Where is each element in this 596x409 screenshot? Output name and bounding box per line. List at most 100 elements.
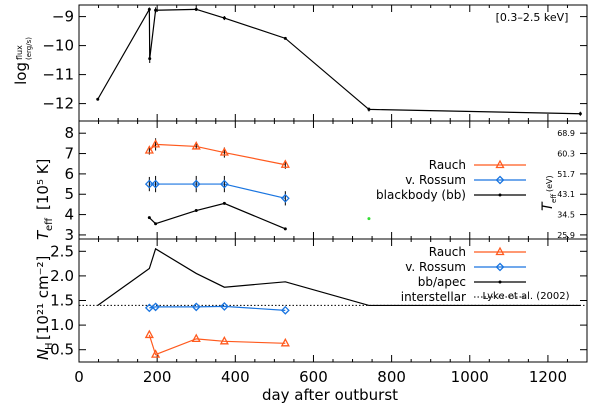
series-1 [144, 301, 290, 315]
series-line [148, 143, 286, 166]
data-point [219, 179, 229, 189]
series-line [149, 305, 286, 311]
y-tick-label: 6 [64, 165, 74, 183]
lyke-reference-label: Lyke et al. (2002) [482, 291, 569, 302]
data-point [222, 16, 226, 20]
data-point [219, 301, 229, 311]
y-tick-label: 8 [64, 124, 74, 142]
data-point [147, 216, 151, 220]
y-tick-label: 7 [64, 145, 74, 163]
data-point [194, 209, 198, 213]
data-point [154, 8, 158, 12]
teff-right-label: T eff (eV) [540, 175, 558, 211]
x-tick-label: 400 [221, 368, 250, 386]
series-3 [367, 217, 371, 221]
legend-marker [495, 175, 505, 185]
x-axis-label: day after outburst [262, 386, 398, 404]
series-0 [144, 138, 290, 169]
flux-ylabel-sub: flux [15, 45, 24, 60]
right-tick-label: 43.1 [557, 190, 575, 199]
data-point [280, 305, 290, 315]
data-point [219, 335, 229, 345]
series-1 [144, 175, 290, 206]
data-point [151, 302, 161, 312]
y-tick-label: −12 [42, 95, 74, 113]
teff-right-label-unit: (eV) [545, 175, 554, 192]
series-0 [144, 329, 290, 358]
right-tick-label: 25.9 [557, 231, 575, 240]
legend-label: blackbody (bb) [376, 188, 466, 202]
series-2 [97, 247, 581, 307]
series-line [97, 247, 581, 307]
data-point [280, 337, 290, 347]
y-tick-label: −9 [52, 8, 74, 26]
data-point [154, 222, 158, 226]
energy-band-annotation: [0.3–2.5 keV] [496, 11, 569, 24]
legend-marker [495, 262, 505, 272]
legend-marker [495, 159, 505, 169]
data-point [283, 227, 287, 231]
y-tick-label: 5 [64, 185, 74, 203]
y-tick-label: 1.5 [50, 292, 74, 310]
data-point [280, 159, 290, 168]
series-2 [147, 201, 287, 231]
data-point [148, 57, 152, 61]
data-point [222, 201, 226, 205]
data-point [219, 147, 229, 156]
series-line [97, 7, 581, 115]
teff-ylabel: T eff [10⁵ K] [34, 159, 55, 240]
data-point [151, 179, 161, 189]
data-point [194, 7, 198, 11]
legend-label: bb/apec [418, 275, 466, 289]
x-tick-label: 1000 [451, 368, 489, 386]
nh-ylabel-sub: H [44, 342, 55, 350]
y-tick-label: 0.5 [50, 341, 74, 359]
teff-ylabel-sub: eff [44, 217, 55, 231]
right-tick-label: 68.9 [557, 129, 575, 138]
data-point [578, 112, 582, 116]
legend-label: Rauch [429, 158, 466, 172]
flux-ylabel-main: log [12, 62, 30, 85]
legend-marker [495, 246, 505, 256]
series-line [148, 202, 286, 230]
y-tick-label: 2.5 [50, 242, 74, 260]
series-line [148, 334, 286, 356]
data-point [191, 333, 201, 343]
y-tick-label: 2.0 [50, 267, 74, 285]
y-tick-label: 3 [64, 226, 74, 244]
data-point [147, 7, 151, 11]
data-point [144, 329, 154, 339]
data-point [144, 179, 154, 189]
right-tick-label: 34.5 [557, 211, 575, 220]
legend-label: v. Rossum [405, 173, 466, 187]
series-0 [96, 7, 582, 116]
data-point [191, 141, 201, 150]
data-point [367, 217, 371, 221]
x-tick-label: 1200 [529, 368, 567, 386]
y-tick-label: 4 [64, 206, 74, 224]
teff-ylabel-unit: [10⁵ K] [34, 159, 52, 210]
right-tick-label: 60.3 [557, 150, 575, 159]
data-point [96, 97, 100, 101]
data-point [151, 349, 161, 358]
legend-marker [498, 193, 502, 197]
legend-label: interstellar [401, 290, 466, 304]
data-point [144, 145, 154, 154]
y-tick-label: −10 [42, 37, 74, 55]
legend-marker [498, 280, 502, 284]
data-point [191, 302, 201, 312]
nh-ylabel-main: N [34, 349, 52, 360]
nh-ylabel-unit: [10²¹ cm⁻²] [34, 256, 52, 340]
y-tick-label: −11 [42, 66, 74, 84]
teff-ylabel-main: T [34, 229, 52, 240]
teff-right-label-sub: eff [550, 194, 558, 203]
right-tick-label: 51.7 [557, 170, 575, 179]
nh-ylabel: N H [10²¹ cm⁻²] [34, 256, 55, 360]
legend-label: v. Rossum [405, 260, 466, 274]
x-tick-label: 0 [74, 368, 84, 386]
data-point [367, 107, 371, 111]
